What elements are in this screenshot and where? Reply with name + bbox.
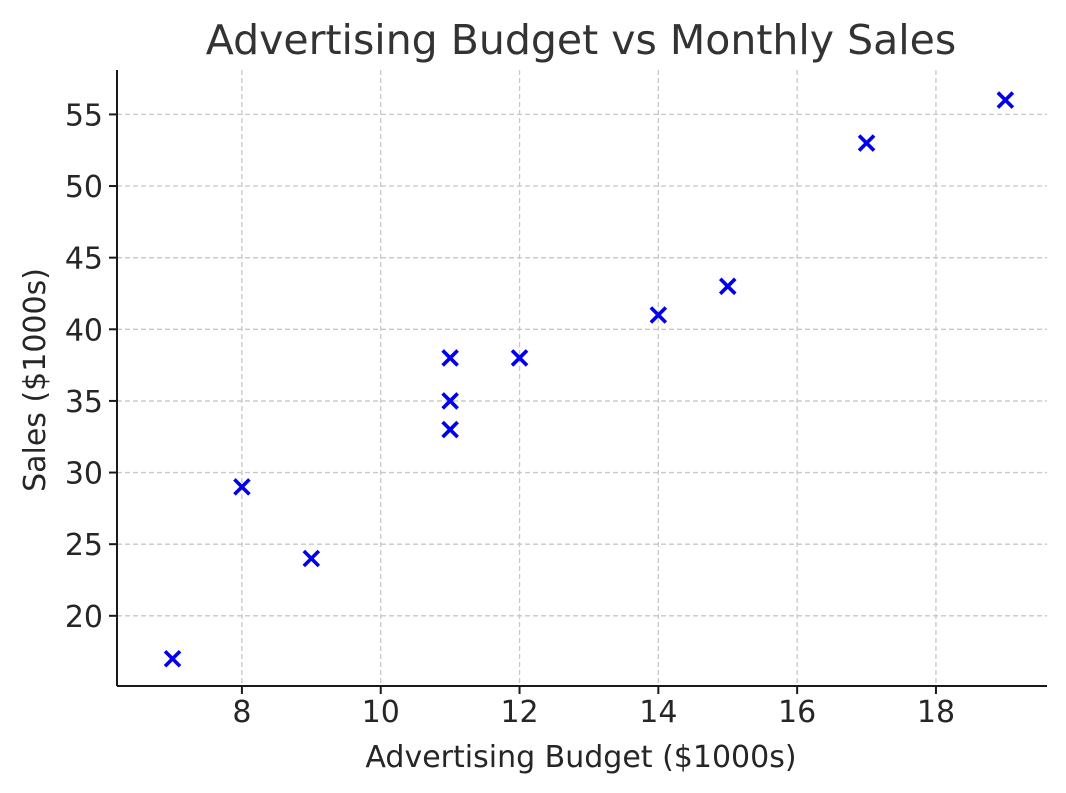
x-tick-label: 10 (362, 695, 400, 730)
y-tick-label: 25 (65, 528, 103, 563)
y-tick-label: 35 (65, 385, 103, 420)
y-tick-label: 20 (65, 600, 103, 635)
y-tick-label: 50 (65, 170, 103, 205)
data-point (857, 134, 876, 152)
data-point (649, 306, 668, 324)
data-point (441, 420, 459, 439)
y-tick-label: 45 (65, 242, 103, 277)
data-point (163, 650, 182, 668)
data-point (718, 277, 737, 296)
x-tick-label: 16 (778, 695, 816, 730)
data-point (441, 392, 459, 410)
x-tick-label: 12 (500, 695, 538, 730)
grid-lines (117, 70, 1047, 686)
y-tick-label: 30 (65, 457, 103, 492)
data-point (233, 478, 251, 496)
axes (116, 70, 1047, 687)
x-axis-title: Advertising Budget ($1000s) (365, 740, 796, 775)
data-point (996, 91, 1015, 109)
data-point (302, 549, 321, 568)
data-points (163, 91, 1015, 668)
x-tick-label: 8 (232, 695, 251, 730)
y-axis-title: Sales ($1000s) (18, 268, 53, 492)
x-axis-ticks: 8 10 12 14 16 18 (232, 686, 955, 730)
data-point (510, 349, 529, 367)
x-tick-label: 14 (639, 695, 677, 730)
chart-title: Advertising Budget vs Monthly Sales (206, 16, 956, 64)
y-axis-ticks: 20 25 30 35 40 45 50 55 (65, 98, 117, 635)
data-point (441, 349, 459, 367)
y-tick-label: 55 (65, 98, 103, 133)
y-tick-label: 40 (65, 313, 103, 348)
x-tick-label: 18 (917, 695, 955, 730)
